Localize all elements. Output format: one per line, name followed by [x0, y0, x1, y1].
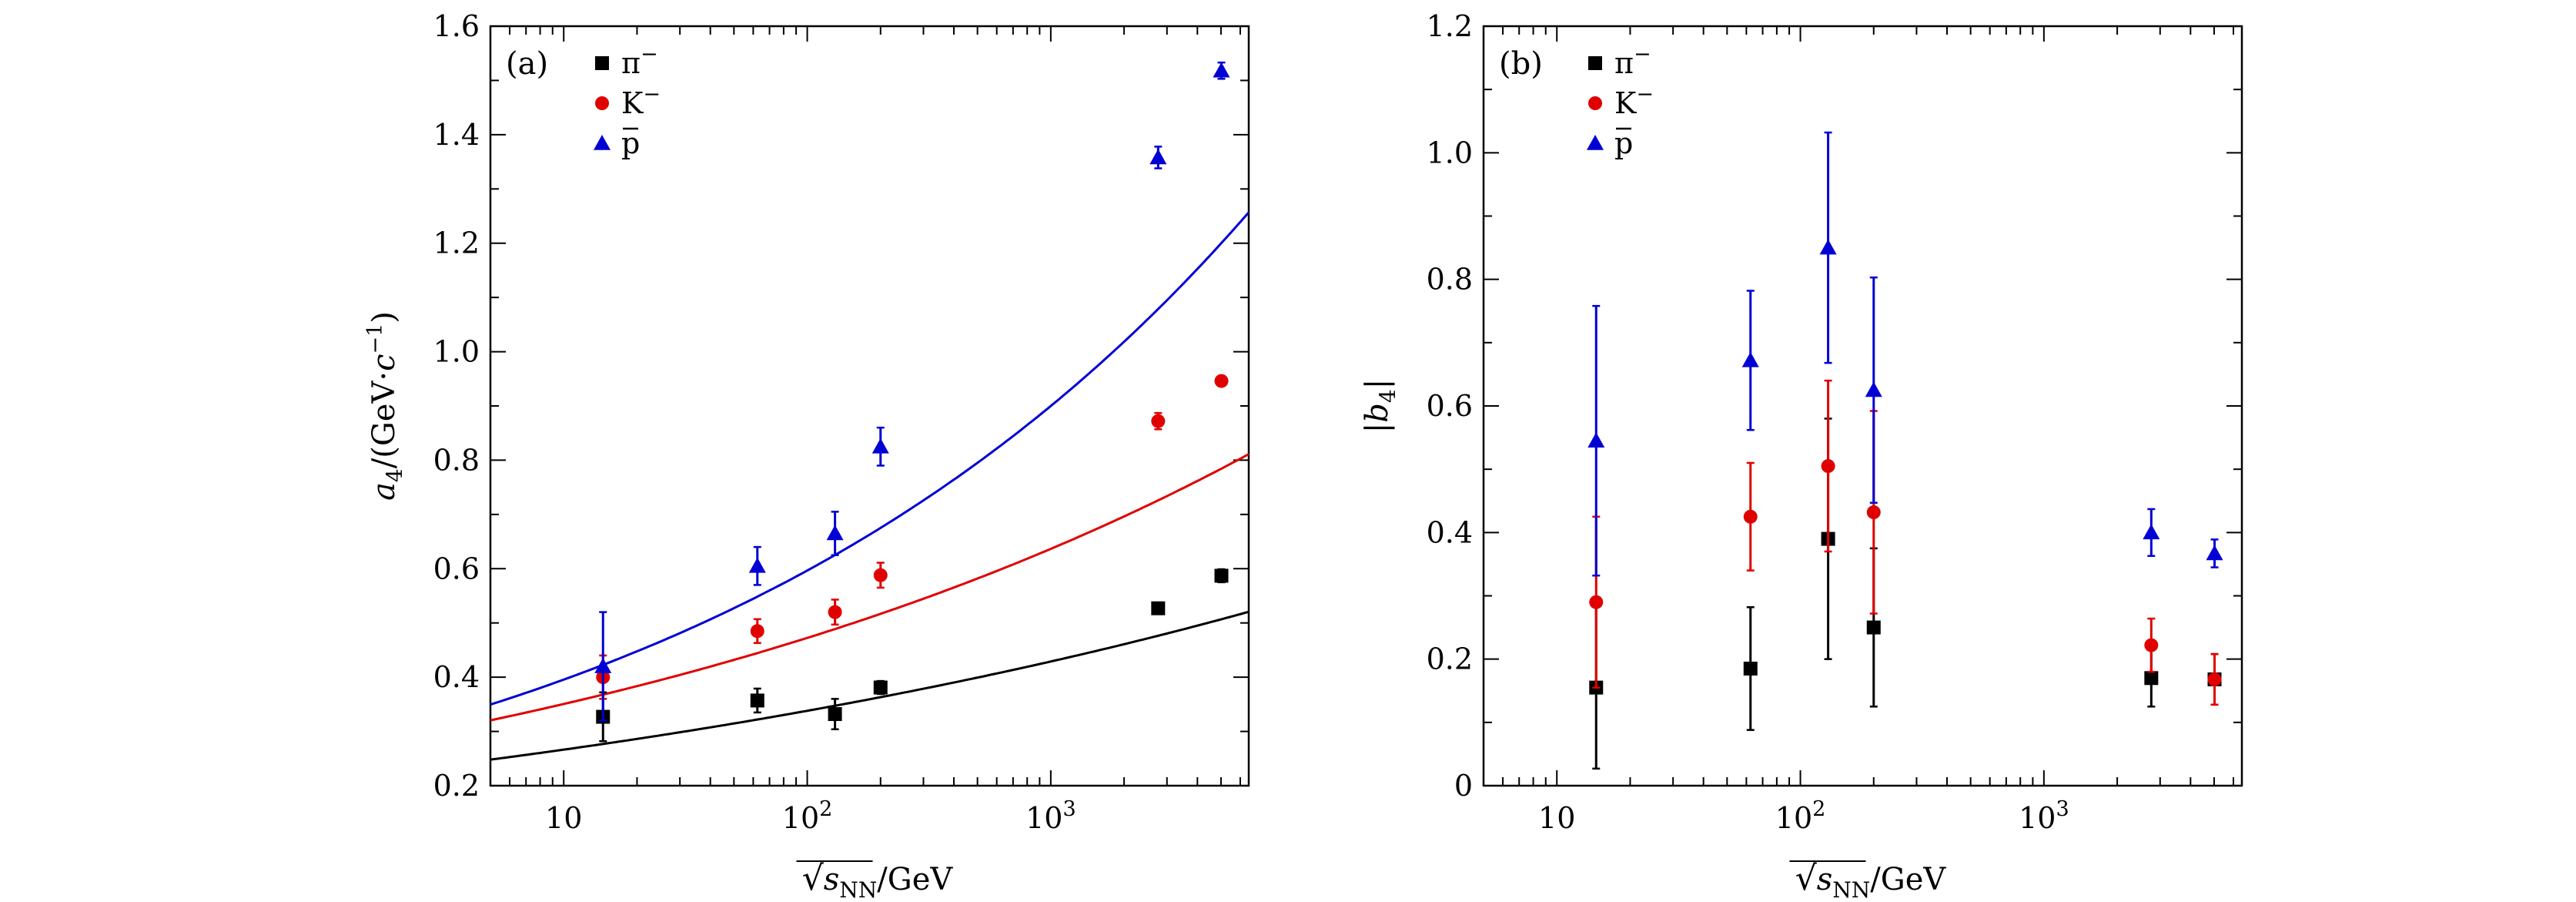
series-pbar	[1587, 131, 2223, 577]
y-tick-label: 0.8	[433, 443, 480, 477]
series-pi	[596, 568, 1229, 743]
data-point-pbar	[871, 438, 889, 454]
data-point-pi	[1866, 620, 1881, 635]
x-axis-title: √sNN/GeV	[802, 859, 954, 902]
legend-label-pbar: p	[621, 126, 640, 160]
legend-label-K: K−	[1614, 82, 1654, 120]
data-point-pi	[1214, 568, 1229, 583]
legend-label-pi: π−	[1614, 42, 1651, 80]
data-point-K	[1151, 414, 1166, 428]
x-tick-label: 102	[782, 797, 833, 835]
data-point-K	[1821, 459, 1835, 474]
data-point-pbar	[2143, 524, 2160, 540]
panel-label: (a)	[506, 46, 548, 82]
y-tick-label: 1.2	[1427, 9, 1473, 43]
data-point-K	[2144, 638, 2159, 652]
data-point-pbar	[1213, 62, 1230, 78]
x-minor-ticks	[1483, 26, 2235, 786]
legend-label-pi: π−	[621, 42, 658, 80]
data-point-K	[2207, 672, 2222, 686]
legend-marker-pi	[1588, 56, 1602, 70]
data-point-K	[1589, 595, 1604, 609]
series-pbar	[594, 61, 1230, 722]
y-tick-label: 1.2	[433, 226, 480, 260]
x-tick-label: 102	[1775, 797, 1826, 835]
x-tick-label: 10	[1538, 801, 1575, 835]
legend-marker-K	[1588, 96, 1602, 110]
data-point-pi	[750, 693, 764, 708]
fit-curve-K	[490, 453, 1250, 722]
data-point-pi	[1151, 601, 1166, 615]
panel-label: (b)	[1499, 46, 1543, 82]
data-point-pi	[828, 707, 842, 722]
x-tick-label: 103	[1025, 797, 1076, 835]
data-point-K	[1743, 509, 1758, 524]
x-minor-ticks	[490, 26, 1242, 786]
data-point-pbar	[1741, 351, 1759, 367]
x-tick-label: 103	[2019, 797, 2069, 835]
y-axis-title: a4/(GeV·c−1)	[363, 311, 407, 501]
series-pi	[1589, 417, 2222, 770]
data-point-K	[873, 568, 888, 582]
data-point-pi	[873, 680, 888, 695]
data-point-pbar	[1587, 432, 1605, 448]
data-point-K	[1214, 374, 1229, 388]
y-tick-label: 1.4	[433, 118, 480, 152]
y-tick-label: 0.6	[1427, 389, 1473, 423]
y-axis-title: |b4|	[1360, 379, 1400, 433]
y-tick-label: 0.2	[433, 769, 480, 803]
data-point-K	[1866, 505, 1881, 520]
panel-a-chart: 10 102 103 0.2 0.4 0.6 0.8 1.0 1.2 1.4 1.6 √sNN/GeV…	[363, 9, 1250, 902]
legend-label-pbar: p	[1614, 126, 1633, 160]
fit-curve-pi	[490, 610, 1250, 761]
y-tick-label: 0.6	[433, 552, 480, 585]
legend-marker-pbar	[594, 135, 611, 150]
series-K	[1589, 379, 2222, 706]
y-tick-label: 0.4	[433, 660, 480, 694]
legend-marker-pbar	[1587, 135, 1604, 150]
x-tick-label: 10	[545, 801, 582, 835]
y-tick-label: 1.6	[433, 9, 480, 43]
panel-b-chart: 10 102 103 0 0.2 0.4 0.6 0.8 1.0 1.2 √sNN/GeV |b4| (…	[1360, 9, 2243, 902]
data-point-pbar	[2206, 545, 2223, 561]
x-axis-title: √sNN/GeV	[1795, 859, 1947, 902]
fit-curve-pbar	[490, 211, 1250, 706]
legend-marker-pi	[595, 56, 609, 70]
y-tick-label: 0	[1454, 769, 1473, 803]
data-point-pbar	[1819, 239, 1837, 255]
data-point-pbar	[748, 557, 766, 573]
data-point-pbar	[826, 525, 844, 541]
legend-marker-K	[595, 96, 609, 110]
y-tick-label: 1.0	[1427, 136, 1473, 169]
data-point-pi	[1743, 661, 1758, 676]
data-point-K	[750, 624, 764, 639]
y-tick-label: 1.0	[433, 335, 480, 369]
legend-label-K: K−	[621, 82, 661, 120]
data-point-pbar	[1149, 149, 1167, 165]
y-tick-label: 0.2	[1427, 642, 1473, 676]
data-point-pi	[2144, 671, 2159, 686]
data-point-K	[828, 605, 842, 619]
y-tick-label: 0.8	[1427, 263, 1473, 297]
y-tick-label: 0.4	[1427, 515, 1473, 549]
series-K	[596, 374, 1229, 700]
data-point-pbar	[594, 658, 612, 673]
data-point-pbar	[1865, 381, 1882, 397]
